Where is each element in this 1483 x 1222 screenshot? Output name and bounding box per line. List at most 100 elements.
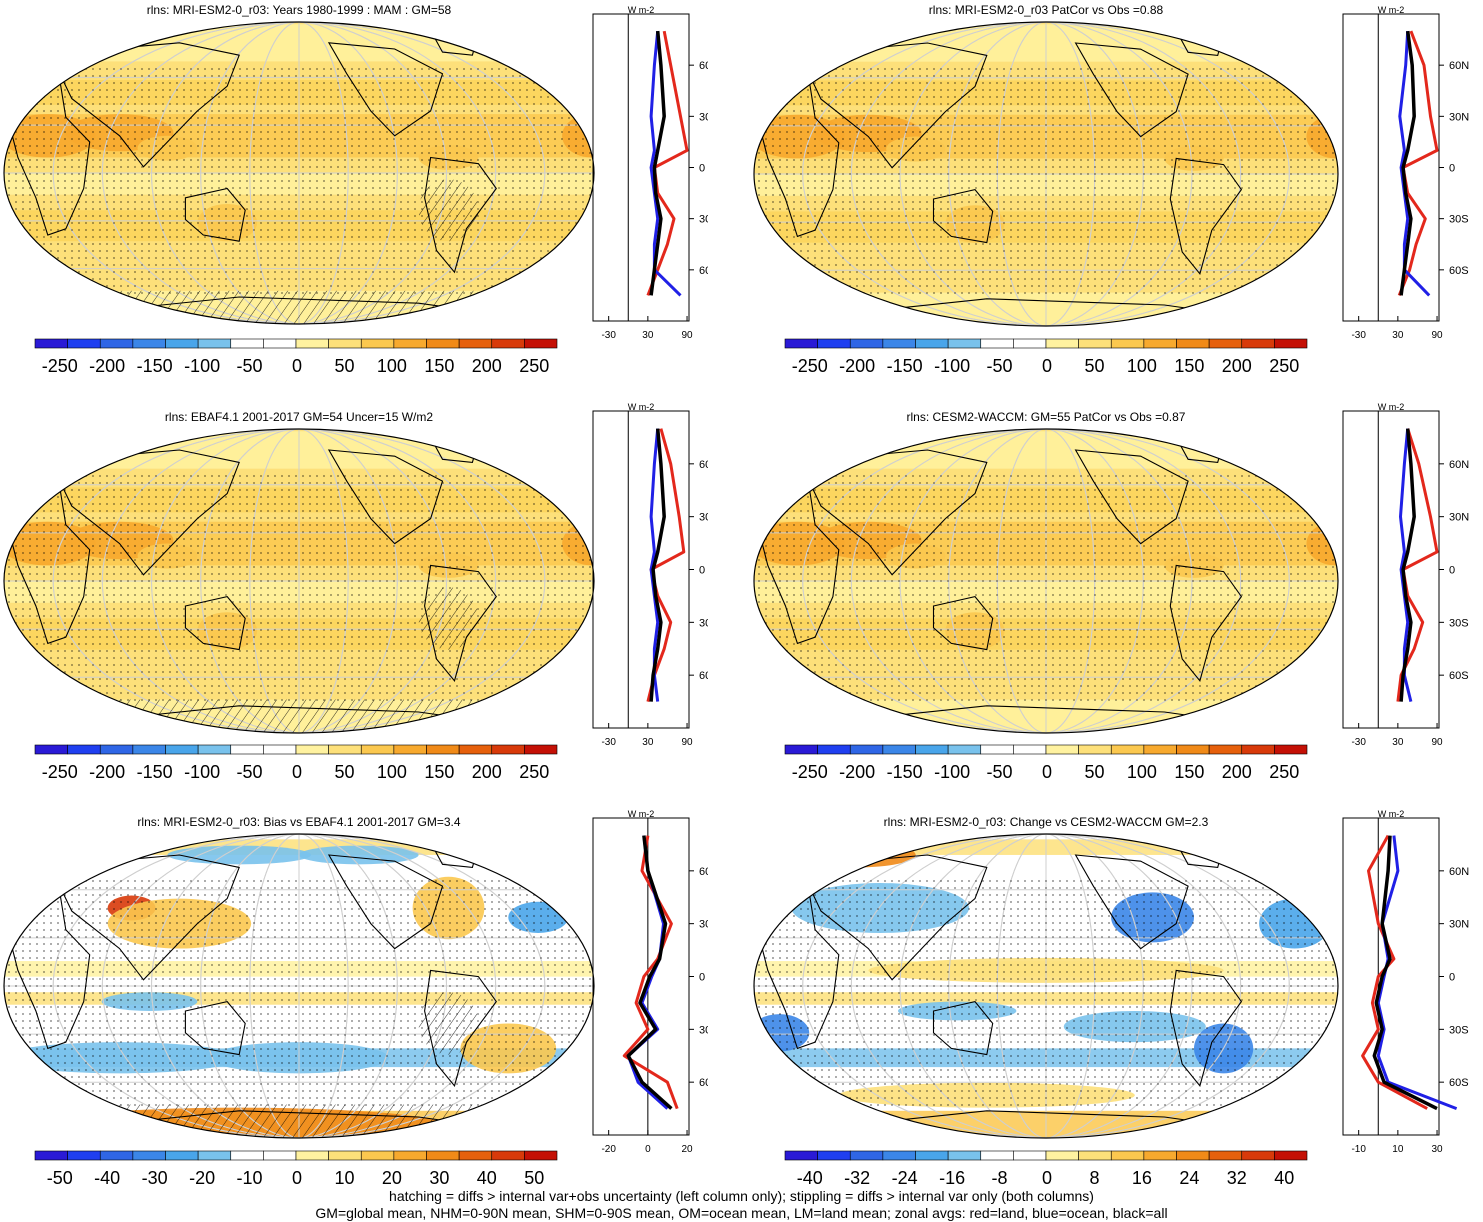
colorbar-swatch: [1143, 338, 1177, 349]
colorbar-tick-label: -8: [992, 1168, 1008, 1188]
colorbar-swatch: [263, 338, 297, 349]
zonal-frame: [1342, 13, 1440, 322]
colorbar-swatch: [1143, 744, 1177, 755]
zonal-x-tick-label: 10: [1392, 1144, 1404, 1155]
colorbar-swatch: [458, 1150, 493, 1161]
colorbar-swatch: [230, 744, 264, 755]
colorbar-tick-label: -150: [137, 762, 173, 782]
zonal-y-tick-label: 0: [699, 565, 705, 577]
colorbar-swatch: [524, 338, 558, 349]
zonal-frame: [1342, 410, 1440, 729]
colorbar-tick-label: -250: [792, 762, 828, 782]
colorbar-swatch: [524, 744, 558, 755]
colorbar-tick-label: -150: [887, 356, 923, 376]
zonal-mean-plot: -30 30 90 W m-2 60N 30N 0 30S 60S: [592, 403, 708, 748]
zonal-all-line: [649, 30, 666, 296]
footer-line-1: hatching = diffs > internal var+obs unce…: [389, 1188, 1094, 1204]
colorbar-swatch: [426, 1150, 460, 1161]
panel-title: rlns: MRI-ESM2-0_r03: Change vs CESM2-WA…: [883, 815, 1209, 829]
zonal-unit-label: W m-2: [628, 403, 655, 412]
colorbar-tick-label: -10: [237, 1168, 263, 1188]
zonal-y-tick-label: 60S: [699, 670, 708, 682]
zonal-unit-label: W m-2: [628, 6, 655, 15]
footer-notes: hatching = diffs > internal var+obs unce…: [0, 1188, 1483, 1222]
colorbar-swatch: [132, 338, 166, 349]
colorbar-swatch: [230, 338, 264, 349]
colorbar-tick-label: 16: [1132, 1168, 1152, 1188]
colorbar-tick-label: 100: [377, 356, 407, 376]
zonal-mean-plot: -30 30 90 W m-2 60N 30N 0 30S 60S: [1342, 6, 1469, 341]
zonal-x-tick-label: 30: [642, 330, 654, 341]
colorbar-swatch: [393, 338, 427, 349]
zonal-all-line: [1399, 30, 1416, 296]
zonal-frame: [592, 410, 690, 729]
zonal-x-tick-label: 90: [681, 737, 693, 748]
colorbar-swatch: [132, 744, 166, 755]
colorbar-tick-label: 0: [1042, 1168, 1052, 1188]
zonal-y-tick-label: 60N: [1449, 866, 1469, 878]
zonal-y-tick-label: 30N: [1449, 512, 1469, 524]
colorbar-tick-label: -16: [939, 1168, 965, 1188]
zonal-y-tick-label: 60N: [1449, 60, 1469, 72]
colorbar-swatch: [980, 1150, 1014, 1161]
colorbar-swatch: [491, 1150, 525, 1161]
colorbar-swatch: [1013, 338, 1047, 349]
zonal-y-tick-label: 30N: [699, 512, 708, 524]
zonal-unit-label: W m-2: [628, 810, 655, 819]
zonal-all-line: [649, 428, 666, 702]
colorbar-swatch: [328, 1150, 362, 1161]
colorbar-swatch: [1208, 744, 1243, 755]
colorbar-swatch: [458, 338, 493, 349]
map: [753, 428, 1339, 734]
colorbar-tick-label: -150: [887, 762, 923, 782]
colorbar-swatch: [947, 1150, 982, 1161]
zonal-y-tick-label: 60S: [699, 265, 708, 277]
colorbar-tick-label: 32: [1227, 1168, 1247, 1188]
zonal-x-tick-label: -30: [1351, 737, 1366, 748]
panel-title: rlns: CESM2-WACCM: GM=55 PatCor vs Obs =…: [906, 410, 1186, 424]
zonal-y-tick-label: 30S: [699, 1024, 708, 1036]
colorbar-swatch: [34, 1150, 68, 1161]
colorbar-swatch: [99, 1150, 134, 1161]
zonal-x-tick-label: 0: [645, 1144, 651, 1155]
colorbar-swatch: [784, 338, 818, 349]
colorbar-tick-label: 0: [292, 1168, 302, 1188]
colorbar-tick-label: -50: [237, 356, 263, 376]
colorbar-swatch: [1045, 744, 1079, 755]
zonal-all-line: [626, 835, 673, 1110]
colorbar: -250 -200 -150 -100 -50 0 50 100 150 200 250: [34, 744, 558, 782]
zonal-all-line: [1399, 428, 1416, 702]
colorbar-swatch: [263, 744, 297, 755]
colorbar-swatch: [817, 338, 851, 349]
colorbar-swatch: [1013, 1150, 1047, 1161]
colorbar-swatch: [34, 338, 68, 349]
colorbar-swatch: [915, 1150, 949, 1161]
zonal-y-tick-label: 60S: [1449, 265, 1469, 277]
zonal-y-tick-label: 30N: [699, 111, 708, 123]
colorbar-swatch: [165, 1150, 199, 1161]
zonal-x-tick-label: 30: [1431, 1144, 1443, 1155]
zonal-x-tick-label: 90: [681, 330, 693, 341]
colorbar-tick-label: 150: [1174, 762, 1204, 782]
colorbar-tick-label: 150: [1174, 356, 1204, 376]
zonal-x-tick-label: -30: [1351, 330, 1366, 341]
colorbar-tick-label: -200: [89, 762, 125, 782]
colorbar-tick-label: -150: [137, 356, 173, 376]
colorbar-tick-label: 24: [1179, 1168, 1199, 1188]
colorbar-swatch: [1013, 744, 1047, 755]
zonal-x-tick-label: -30: [601, 330, 616, 341]
colorbar-tick-label: 10: [334, 1168, 354, 1188]
colorbar-tick-label: 30: [429, 1168, 449, 1188]
colorbar-swatch: [1110, 338, 1145, 349]
colorbar-swatch: [1241, 338, 1275, 349]
map: [753, 833, 1339, 1139]
colorbar-swatch: [426, 338, 460, 349]
colorbar-swatch: [849, 338, 884, 349]
colorbar-swatch: [197, 1150, 232, 1161]
panel-title: rlns: MRI-ESM2-0_r03: Bias vs EBAF4.1 20…: [137, 815, 461, 829]
colorbar-swatch: [491, 744, 525, 755]
colorbar-swatch: [295, 338, 329, 349]
colorbar-tick-label: -200: [839, 762, 875, 782]
zonal-x-tick-label: 90: [1431, 330, 1443, 341]
colorbar-swatch: [784, 744, 818, 755]
